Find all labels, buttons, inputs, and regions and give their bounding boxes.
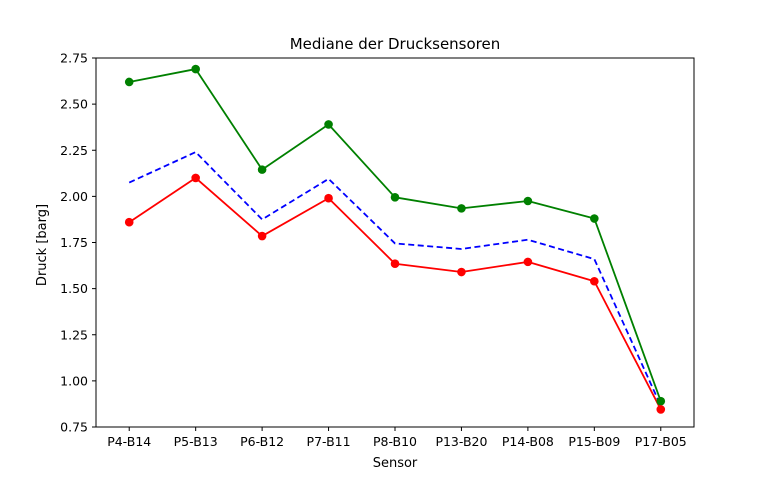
data-point-s1-5 <box>390 193 400 202</box>
data-point-s3-4 <box>324 193 333 203</box>
x-tick-label: P6-B12 <box>240 434 284 449</box>
x-tick-label: P17-B05 <box>635 434 687 449</box>
x-tick-label: P15-B09 <box>568 434 620 449</box>
data-point-s1-3 <box>257 165 267 174</box>
y-tick-label: 1.50 <box>60 281 88 296</box>
data-point-s3-5 <box>390 259 400 269</box>
x-axis-label: Sensor <box>373 456 418 471</box>
series-line-2 <box>128 151 662 407</box>
chart-title: Mediane der Drucksensoren <box>290 35 501 53</box>
y-axis-label: Druck [barg] <box>35 204 50 286</box>
x-tick-label: P4-B14 <box>107 434 151 449</box>
y-tick-label: 1.25 <box>60 327 88 342</box>
y-tick-label: 2.25 <box>60 143 88 158</box>
x-tick-label: P8-B10 <box>373 434 417 449</box>
x-tick-label: P14-B08 <box>502 434 554 449</box>
data-point-s1-2 <box>191 64 200 74</box>
data-point-s3-3 <box>257 231 267 241</box>
data-point-s3-6 <box>457 267 466 277</box>
y-tick-label: 0.75 <box>60 420 88 435</box>
x-tick-label: P13-B20 <box>435 434 487 449</box>
plot-area: P4-B14 P5-B13 P6-B12 P7-B11 P8-B10 P13-B20 P14… <box>60 51 695 449</box>
data-point-s3-1 <box>124 217 134 227</box>
y-tick-label: 2.50 <box>60 97 88 112</box>
data-point-s3-8 <box>590 276 599 286</box>
data-point-s1-1 <box>124 77 134 87</box>
data-point-s3-9 <box>656 405 666 414</box>
y-tick-label: 2.75 <box>60 51 88 66</box>
data-point-s3-7 <box>523 257 533 267</box>
data-point-s1-4 <box>324 120 333 129</box>
data-point-s3-2 <box>191 173 200 183</box>
data-point-s1-6 <box>457 204 466 213</box>
data-point-s1-7 <box>523 196 533 206</box>
x-tick-label: P5-B13 <box>174 434 218 449</box>
data-point-s1-8 <box>590 214 599 223</box>
y-tick-label: 2.00 <box>60 189 88 204</box>
data-point-s1-9 <box>656 396 666 406</box>
y-tick-label: 1.75 <box>60 235 88 250</box>
x-tick-label: P7-B11 <box>307 434 351 449</box>
y-tick-label: 1.00 <box>60 373 88 388</box>
